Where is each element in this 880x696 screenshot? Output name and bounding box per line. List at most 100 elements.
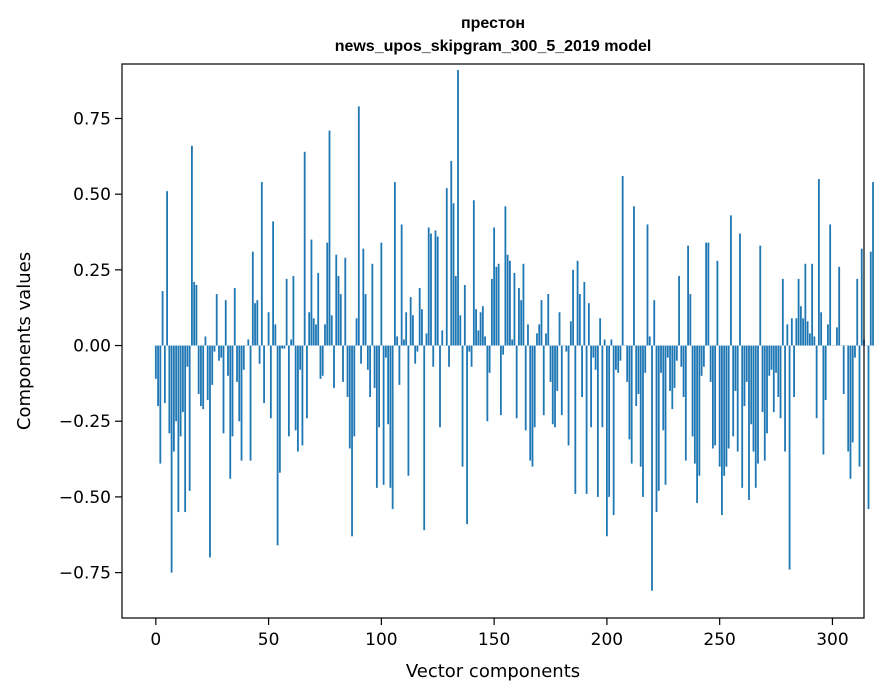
bar-299 (829, 224, 832, 346)
bar-0 (154, 345, 157, 379)
bar-264 (750, 345, 753, 425)
bar-307 (847, 345, 850, 452)
bar-94 (366, 345, 369, 370)
bar-176 (551, 345, 554, 425)
bar-219 (648, 336, 651, 346)
bar-191 (585, 345, 588, 494)
bar-91 (360, 345, 362, 364)
bar-142 (475, 309, 477, 346)
bar-154 (502, 345, 505, 355)
bar-152 (497, 263, 500, 346)
bar-282 (790, 318, 793, 346)
bar-15 (188, 345, 191, 491)
bar-68 (308, 312, 311, 346)
bar-200 (605, 345, 608, 537)
bar-281 (788, 345, 791, 570)
bar-309 (851, 345, 854, 443)
bar-114 (412, 315, 414, 346)
bar-247 (711, 345, 714, 449)
bar-72 (317, 272, 320, 346)
bar-134 (457, 70, 459, 346)
bar-77 (328, 130, 331, 346)
bar-43 (251, 251, 254, 346)
bar-27 (215, 294, 218, 346)
x-tick-label: 0 (150, 630, 161, 650)
bar-224 (660, 345, 662, 373)
bar-295 (820, 312, 823, 346)
bar-193 (590, 345, 592, 428)
bar-283 (793, 345, 795, 397)
bar-267 (757, 345, 759, 464)
bar-302 (836, 327, 838, 346)
bar-150 (493, 227, 496, 346)
bar-287 (802, 318, 804, 346)
bar-11 (179, 345, 182, 437)
bar-84 (344, 257, 347, 346)
bar-269 (761, 345, 764, 413)
bar-280 (786, 324, 789, 346)
bar-119 (423, 345, 426, 531)
bar-138 (466, 345, 468, 525)
bar-246 (709, 345, 712, 382)
bar-187 (576, 260, 579, 346)
bar-126 (439, 345, 441, 428)
bar-24 (209, 345, 211, 558)
bar-180 (560, 345, 563, 416)
y-axis-ticks: −0.75 −0.50 −0.25 0.00 0.25 0.50 0.75 (59, 109, 122, 584)
bar-136 (461, 345, 464, 467)
bar-242 (700, 345, 703, 376)
bar-262 (745, 345, 748, 382)
bar-83 (342, 345, 344, 382)
bar-218 (646, 224, 649, 346)
bar-37 (238, 345, 241, 422)
bar-39 (242, 345, 245, 370)
bar-171 (540, 300, 543, 346)
bar-8 (172, 345, 175, 452)
bar-289 (806, 321, 809, 346)
bar-97 (373, 345, 376, 388)
bar-62 (294, 345, 297, 431)
bar-214 (637, 345, 640, 394)
bar-106 (393, 182, 396, 346)
bar-79 (333, 345, 335, 388)
bar-258 (736, 345, 739, 452)
bar-41 (247, 339, 250, 346)
bar-92 (362, 248, 365, 346)
bar-135 (459, 315, 462, 346)
y-tick-label: 0.50 (73, 185, 111, 205)
bar-129 (445, 188, 448, 346)
bar-255 (730, 215, 732, 346)
bar-186 (574, 345, 577, 494)
bar-132 (452, 203, 455, 346)
bar-204 (615, 345, 617, 370)
bar-199 (603, 339, 606, 346)
bar-292 (813, 336, 816, 346)
bar-145 (481, 306, 484, 346)
bar-241 (698, 345, 701, 476)
bar-71 (315, 324, 317, 346)
x-tick-label: 50 (258, 630, 280, 650)
bar-26 (213, 345, 216, 352)
y-tick-label: −0.75 (59, 564, 111, 584)
bar-139 (468, 345, 471, 352)
bar-1 (157, 345, 159, 407)
bar-2 (159, 345, 162, 464)
bar-228 (669, 345, 671, 391)
bar-167 (531, 345, 534, 467)
bar-170 (538, 324, 541, 346)
bar-151 (495, 266, 498, 346)
bar-164 (524, 345, 527, 431)
bar-16 (191, 145, 193, 346)
bar-211 (630, 345, 633, 464)
bar-234 (682, 345, 685, 397)
bar-108 (398, 345, 401, 385)
bar-183 (567, 345, 570, 446)
bar-101 (382, 345, 385, 485)
bar-98 (375, 345, 378, 488)
bar-18 (195, 284, 198, 346)
bar-202 (610, 339, 613, 346)
bar-22 (204, 336, 207, 346)
x-tick-label: 250 (703, 630, 735, 650)
bar-169 (536, 333, 538, 346)
